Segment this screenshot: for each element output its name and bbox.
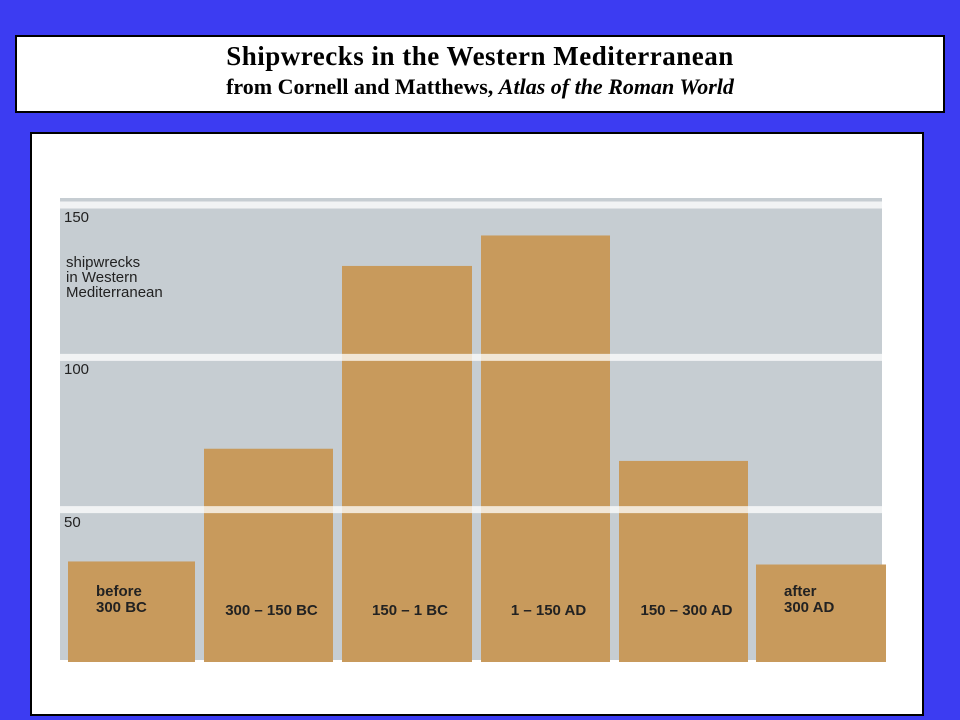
bar [756,564,886,662]
bar [204,448,333,662]
y-tick-label: 50 [64,513,81,531]
subtitle-line: from Cornell and Matthews, Atlas of the … [17,74,943,100]
bar [481,235,610,662]
x-tick-label: before 300 BC [96,583,147,616]
x-tick-label: 300 – 150 BC [225,602,318,619]
subtitle: from Cornell and Matthews, [226,74,494,99]
y-tick-label: 150 [64,209,90,226]
y-axis-label: shipwrecks in Western Mediterranean [66,254,163,301]
title-box: Shipwrecks in the Western Mediterranean … [15,35,945,113]
chart-title: Shipwrecks in the Western Mediterranean [226,41,734,71]
bar [619,460,748,662]
x-tick-label: after 300 AD [784,583,835,616]
bar [68,561,195,662]
x-tick-label: 150 – 300 AD [640,602,733,619]
x-tick-label: 1 – 150 AD [510,602,587,619]
bar [342,265,472,662]
y-tick-label: 100 [64,361,90,379]
source-title: Atlas of the Roman World [498,74,734,99]
x-tick-label: 150 – 1 BC [372,602,448,619]
